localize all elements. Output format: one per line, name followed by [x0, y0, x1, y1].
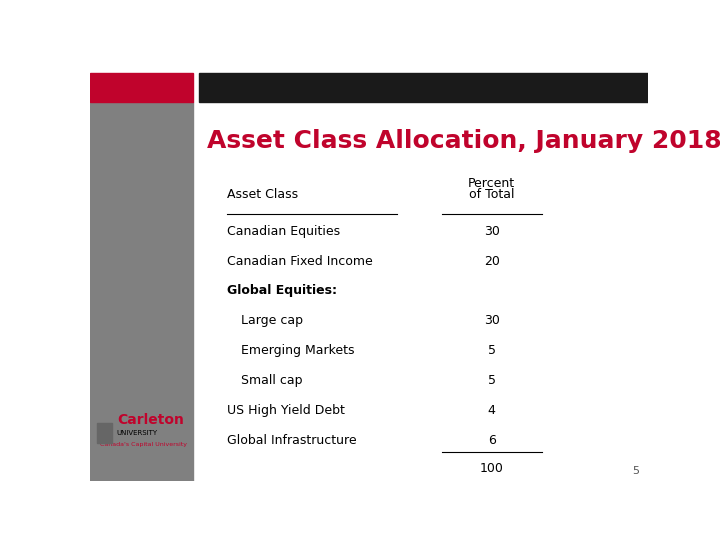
Text: 5: 5: [487, 374, 496, 387]
Text: 30: 30: [484, 225, 500, 238]
Text: 4: 4: [488, 404, 495, 417]
Text: Carleton: Carleton: [117, 414, 184, 427]
Text: 5: 5: [633, 465, 639, 476]
Text: Small cap: Small cap: [240, 374, 302, 387]
Text: Percent: Percent: [468, 177, 516, 190]
Bar: [199, 73, 648, 102]
Text: Canadian Fixed Income: Canadian Fixed Income: [227, 254, 372, 267]
Text: of Total: of Total: [469, 188, 515, 201]
Text: Canadian Equities: Canadian Equities: [227, 225, 340, 238]
Text: 30: 30: [484, 314, 500, 327]
Bar: [96, 423, 112, 443]
Text: US High Yield Debt: US High Yield Debt: [227, 404, 345, 417]
Text: Large cap: Large cap: [240, 314, 302, 327]
Bar: [90, 102, 193, 481]
Text: Asset Class: Asset Class: [227, 188, 298, 201]
Bar: [90, 73, 193, 102]
Text: 20: 20: [484, 254, 500, 267]
Text: 100: 100: [480, 462, 504, 475]
Text: Emerging Markets: Emerging Markets: [240, 345, 354, 357]
Text: UNIVERSITY: UNIVERSITY: [117, 430, 158, 436]
Text: Asset Class Allocation, January 2018: Asset Class Allocation, January 2018: [207, 129, 720, 153]
Text: 5: 5: [487, 345, 496, 357]
Text: Global Equities:: Global Equities:: [227, 285, 337, 298]
Text: Global Infrastructure: Global Infrastructure: [227, 434, 356, 447]
Text: Canada's Capital University: Canada's Capital University: [100, 442, 187, 447]
Text: 6: 6: [488, 434, 495, 447]
